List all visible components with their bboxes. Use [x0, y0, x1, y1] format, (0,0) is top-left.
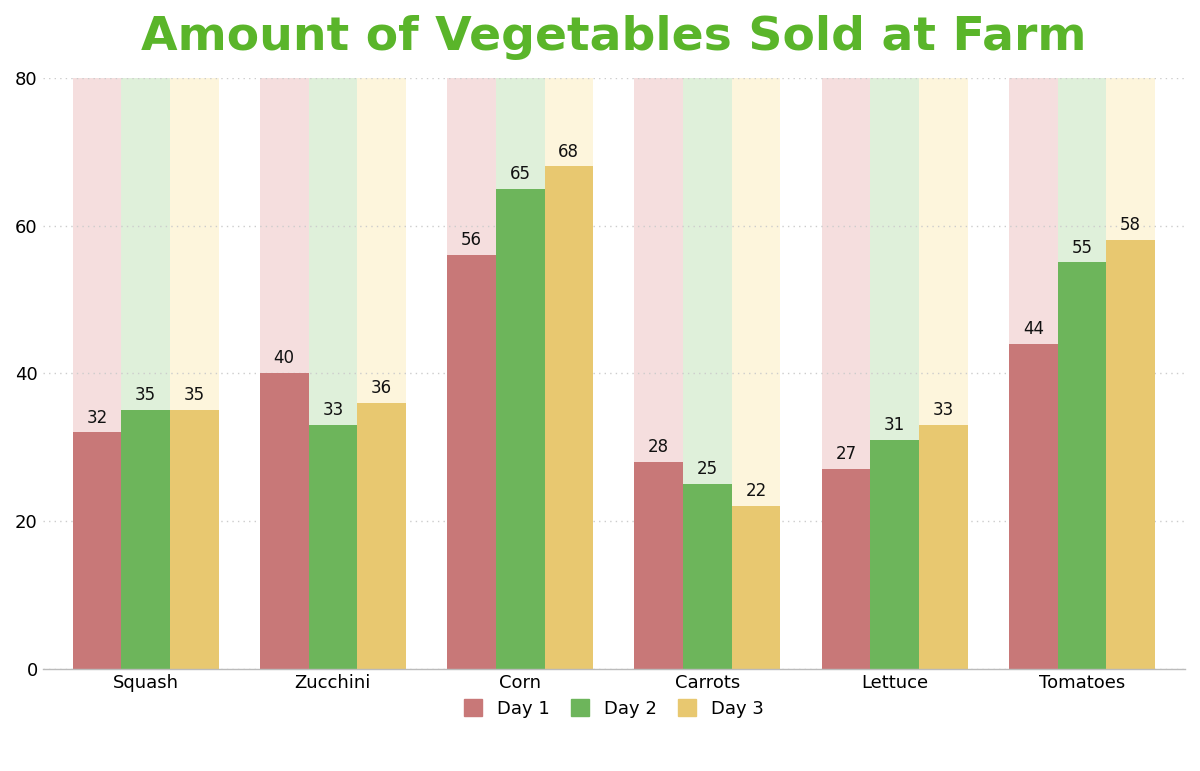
Text: 36: 36	[371, 379, 392, 397]
Bar	[1106, 78, 1156, 669]
Bar	[919, 78, 967, 669]
Text: 32: 32	[86, 409, 108, 426]
Bar	[683, 484, 732, 669]
Text: 40: 40	[274, 349, 295, 368]
Bar	[496, 189, 545, 669]
Text: 58: 58	[1120, 217, 1141, 234]
Bar	[822, 470, 870, 669]
Bar	[448, 78, 496, 669]
Text: 33: 33	[323, 401, 343, 419]
Bar	[635, 78, 683, 669]
Bar	[72, 78, 121, 669]
Bar	[358, 403, 406, 669]
Bar	[822, 78, 870, 669]
Text: 28: 28	[648, 438, 670, 456]
Text: 27: 27	[835, 446, 857, 463]
Bar	[1009, 78, 1057, 669]
Bar	[732, 78, 780, 669]
Bar	[121, 410, 170, 669]
Bar	[260, 373, 308, 669]
Title: Amount of Vegetables Sold at Farm: Amount of Vegetables Sold at Farm	[142, 15, 1086, 60]
Text: 65: 65	[510, 165, 530, 183]
Text: 22: 22	[745, 483, 767, 500]
Bar	[496, 78, 545, 669]
Bar	[1057, 78, 1106, 669]
Bar	[732, 507, 780, 669]
Text: 68: 68	[558, 143, 580, 160]
Bar	[1106, 241, 1156, 669]
Bar	[1057, 262, 1106, 669]
Bar	[545, 78, 593, 669]
Text: 55: 55	[1072, 238, 1092, 257]
Text: 31: 31	[884, 416, 905, 434]
Bar	[683, 78, 732, 669]
Bar	[635, 462, 683, 669]
Bar	[72, 433, 121, 669]
Bar	[170, 78, 218, 669]
Bar	[545, 167, 593, 669]
Bar	[358, 78, 406, 669]
Bar	[121, 78, 170, 669]
Bar	[260, 78, 308, 669]
Text: 44: 44	[1022, 320, 1044, 338]
Text: 35: 35	[136, 386, 156, 404]
Text: 33: 33	[932, 401, 954, 419]
Text: 35: 35	[184, 386, 205, 404]
Text: 56: 56	[461, 231, 482, 249]
Bar	[308, 78, 358, 669]
Bar	[919, 425, 967, 669]
Bar	[170, 410, 218, 669]
Bar	[870, 439, 919, 669]
Text: 25: 25	[697, 460, 718, 478]
Legend: Day 1, Day 2, Day 3: Day 1, Day 2, Day 3	[457, 692, 770, 725]
Bar	[448, 255, 496, 669]
Bar	[1009, 344, 1057, 669]
Bar	[870, 78, 919, 669]
Bar	[308, 425, 358, 669]
